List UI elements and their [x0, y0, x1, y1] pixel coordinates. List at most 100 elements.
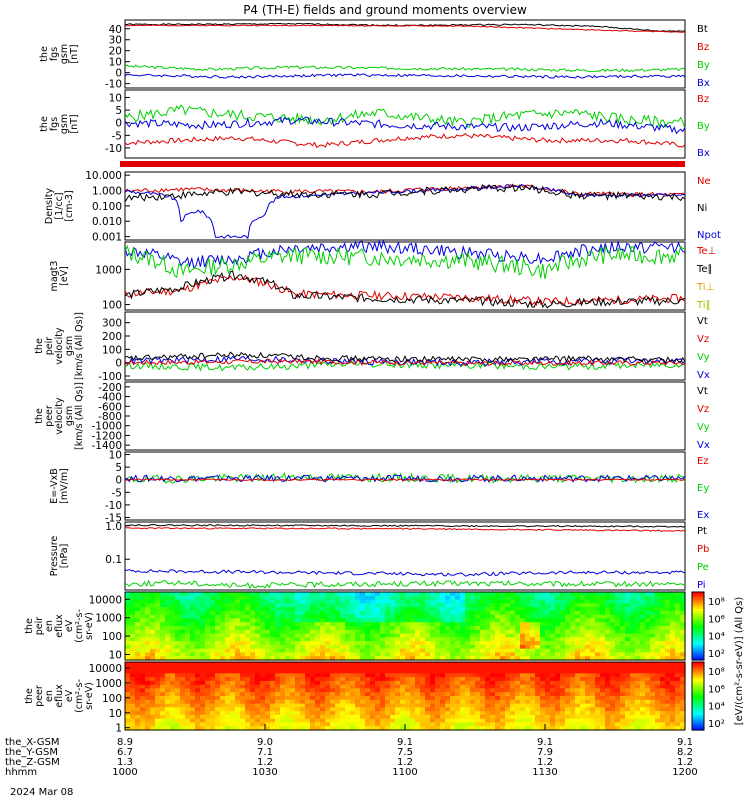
heatmap-cell: [440, 665, 446, 671]
heatmap-cell: [525, 610, 531, 616]
heatmap-cell: [355, 607, 361, 612]
heatmap-cell: [630, 677, 636, 682]
heatmap-cell: [240, 614, 246, 620]
heatmap-cell: [480, 599, 486, 604]
heatmap-cell: [630, 592, 636, 597]
heatmap-cell: [650, 696, 656, 701]
heatmap-cell: [380, 610, 386, 616]
heatmap-cell: [220, 614, 226, 620]
heatmap-cell: [650, 629, 656, 635]
heatmap-cell: [370, 696, 376, 701]
heatmap-cell: [570, 622, 576, 627]
heatmap-cell: [540, 652, 546, 657]
heatmap-cell: [505, 718, 511, 724]
heatmap-cell: [345, 599, 351, 604]
heatmap-cell: [170, 688, 176, 693]
y-tick-label: 10000: [89, 594, 122, 606]
heatmap-cell: [380, 648, 386, 654]
heatmap-cell: [670, 603, 676, 608]
ephemeris-value: 1.2: [257, 757, 273, 768]
heatmap-cell: [435, 692, 441, 697]
heatmap-cell: [395, 692, 401, 697]
heatmap-cell: [160, 707, 166, 712]
y-tick-label: -5: [112, 130, 122, 142]
heatmap-cell: [275, 711, 281, 716]
heatmap-cell: [665, 629, 671, 635]
heatmap-cell: [570, 699, 576, 705]
heatmap-cell: [375, 692, 381, 697]
heatmap-cell: [480, 648, 486, 654]
heatmap-cell: [200, 592, 206, 597]
heatmap-cell: [155, 599, 161, 604]
heatmap-cell: [170, 699, 176, 705]
heatmap-cell: [530, 610, 536, 616]
heatmap-cell: [235, 622, 241, 627]
heatmap-cell: [180, 622, 186, 627]
heatmap-cell: [595, 626, 601, 631]
heatmap-cell: [460, 603, 466, 608]
heatmap-cell: [415, 629, 421, 635]
heatmap-cell: [490, 692, 496, 697]
heatmap-cell: [465, 644, 471, 650]
heatmap-cell: [265, 707, 271, 712]
y-axis-label: (cm²-s-: [74, 679, 85, 713]
heatmap-cell: [275, 692, 281, 697]
heatmap-cell: [290, 722, 296, 727]
heatmap-cell: [370, 622, 376, 627]
heatmap-cell: [585, 599, 591, 604]
heatmap-cell: [600, 673, 606, 678]
heatmap-cell: [680, 610, 686, 616]
heatmap-cell: [215, 669, 221, 674]
heatmap-cell: [665, 703, 671, 708]
heatmap-cell: [590, 607, 596, 612]
heatmap-cell: [655, 677, 661, 682]
heatmap-cell: [155, 665, 161, 671]
heatmap-cell: [300, 699, 306, 705]
heatmap-cell: [515, 626, 521, 631]
heatmap-cell: [240, 699, 246, 705]
heatmap-cell: [280, 673, 286, 678]
heatmap-cell: [275, 703, 281, 708]
heatmap-cell: [550, 599, 556, 604]
heatmap-cell: [520, 622, 526, 627]
heatmap-cell: [270, 699, 276, 705]
heatmap-cell: [385, 614, 391, 620]
heatmap-cell: [485, 665, 491, 671]
heatmap-cell: [530, 669, 536, 674]
heatmap-cell: [215, 607, 221, 612]
colorbar-cell: [692, 692, 704, 695]
y-axis-label: the: [24, 618, 35, 634]
heatmap-cell: [395, 665, 401, 671]
heatmap-cell: [310, 595, 316, 601]
heatmap-cell: [640, 599, 646, 604]
heatmap-cell: [655, 726, 661, 731]
heatmap-cell: [170, 607, 176, 612]
heatmap-cell: [245, 677, 251, 682]
heatmap-cell: [170, 652, 176, 657]
heatmap-cell: [615, 648, 621, 654]
heatmap-cell: [430, 629, 436, 635]
heatmap-cell: [455, 599, 461, 604]
heatmap-cell: [290, 662, 296, 667]
heatmap-cell: [615, 610, 621, 616]
heatmap-cell: [375, 696, 381, 701]
heatmap-cell: [605, 726, 611, 731]
heatmap-cell: [665, 656, 671, 661]
heatmap-cell: [325, 703, 331, 708]
heatmap-cell: [225, 726, 231, 731]
heatmap-cell: [545, 626, 551, 631]
heatmap-cell: [580, 684, 586, 690]
heatmap-cell: [225, 626, 231, 631]
y-axis-label: Pressure: [49, 536, 60, 577]
heatmap-cell: [640, 595, 646, 601]
heatmap-cell: [190, 629, 196, 635]
heatmap-cell: [630, 726, 636, 731]
heatmap-cell: [285, 711, 291, 716]
heatmap-cell: [480, 677, 486, 682]
panel-frame: [124, 89, 686, 159]
heatmap-cell: [610, 607, 616, 612]
heatmap-cell: [535, 680, 541, 686]
heatmap-cell: [405, 648, 411, 654]
heatmap-cell: [360, 718, 366, 724]
heatmap-cell: [430, 665, 436, 671]
